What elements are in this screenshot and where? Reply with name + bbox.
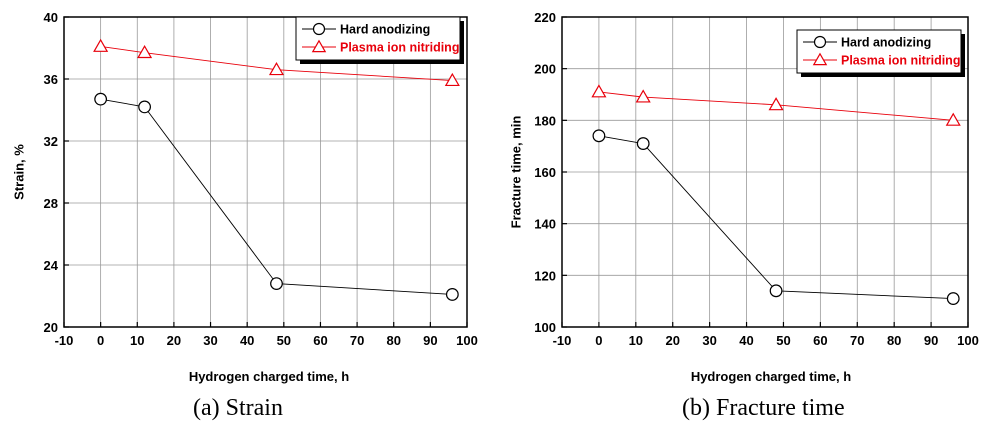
legend-label: Plasma ion nitriding [340,41,459,55]
x-tick-label: 80 [386,333,400,348]
y-tick-label: 36 [44,72,58,87]
x-tick-label: 0 [97,333,104,348]
x-tick-label: 30 [203,333,217,348]
series-line [598,91,954,121]
x-tick-label: 50 [277,333,291,348]
y-tick-label: 100 [534,320,556,335]
legend-triangle-icon [812,52,828,66]
x-tick-label: 90 [423,333,437,348]
y-tick-label: 28 [44,196,58,211]
x-tick-label: -10 [553,333,572,348]
x-tick-label: 90 [924,333,938,348]
y-tick-label: 180 [534,113,556,128]
y-tick-label: 140 [534,217,556,232]
x-ticks: -10 0 10 20 30 40 50 60 70 80 90 100 [553,322,979,348]
legend-label: Plasma ion nitriding [841,54,960,68]
x-tick-label: 20 [665,333,679,348]
legend-circle-icon [312,22,326,36]
y-tick-label: 220 [534,10,556,25]
series-plasma-ion-nitriding [591,84,961,126]
y-tick-label: 200 [534,62,556,77]
series-line [100,46,453,81]
y-axis-title: Strain, % [12,144,27,200]
data-point-triangle [137,44,153,59]
x-ticks: -10 0 10 20 30 40 50 60 70 80 90 100 [55,322,478,348]
data-point-circle [445,288,459,301]
data-point-circle [270,277,283,291]
figure-caption: (a) Strain [193,395,283,421]
y-tick-label: 24 [44,258,59,273]
y-ticks: 100 120 140 160 180 200 220 [534,10,567,335]
x-tick-label: 30 [702,333,716,348]
y-tick-label: 120 [534,268,556,283]
y-ticks: 20 24 28 32 36 40 [44,10,69,335]
series-line [100,98,453,295]
legend-box [796,29,962,74]
data-point-circle [94,92,108,106]
data-point-triangle [93,38,109,52]
series-hard-anodizing [592,129,960,305]
x-tick-label: -10 [55,333,74,348]
data-point-triangle [444,72,460,87]
data-point-triangle [768,97,784,111]
legend: Hard anodizing Plasma ion nitriding [295,16,464,64]
x-tick-label: 20 [167,333,181,348]
data-point-circle [636,137,650,150]
data-point-triangle [635,89,651,103]
x-axis-title: Hydrogen charged time, h [691,369,851,384]
chart-strain: -10 0 10 20 30 40 50 60 70 80 90 100 20 24 28 32 36 40 Hyd… [12,10,478,421]
x-tick-label: 60 [813,333,827,348]
x-tick-label: 10 [629,333,643,348]
legend: Hard anodizing Plasma ion nitriding [796,29,965,77]
x-tick-label: 40 [240,333,254,348]
x-tick-label: 70 [350,333,364,348]
y-tick-label: 40 [44,10,58,25]
legend-circle-icon [813,35,827,49]
x-axis-title: Hydrogen charged time, h [189,369,349,384]
data-point-circle [592,129,606,143]
gridlines [562,17,968,327]
legend-box [295,16,461,61]
series-line [598,135,954,300]
y-tick-label: 20 [44,320,58,335]
x-tick-label: 60 [313,333,327,348]
y-tick-label: 160 [534,165,556,180]
y-tick-label: 32 [44,134,58,149]
x-tick-label: 0 [595,333,602,348]
x-tick-label: 80 [887,333,901,348]
x-tick-label: 50 [776,333,790,348]
data-point-circle [946,292,960,305]
figure-caption: (b) Fracture time [682,395,845,421]
x-tick-label: 100 [456,333,478,348]
legend-label: Hard anodizing [841,36,931,50]
data-point-triangle [268,61,285,76]
legend-triangle-icon [311,39,327,53]
x-tick-label: 70 [850,333,864,348]
x-tick-label: 100 [957,333,979,348]
chart-fracture-time: -10 0 10 20 30 40 50 60 70 80 90 100 100 120 140 160 180… [509,10,979,421]
data-point-circle [138,100,152,114]
data-point-triangle [945,112,961,126]
x-tick-label: 10 [130,333,144,348]
data-point-triangle [591,84,607,98]
plot-frame [63,16,468,328]
x-tick-label: 40 [739,333,753,348]
gridlines [64,17,467,327]
legend-label: Hard anodizing [340,23,430,37]
y-axis-title: Fracture time, min [509,116,524,229]
data-point-circle [769,284,783,298]
series-plasma-ion-nitriding [93,38,460,87]
series-hard-anodizing [94,92,459,301]
